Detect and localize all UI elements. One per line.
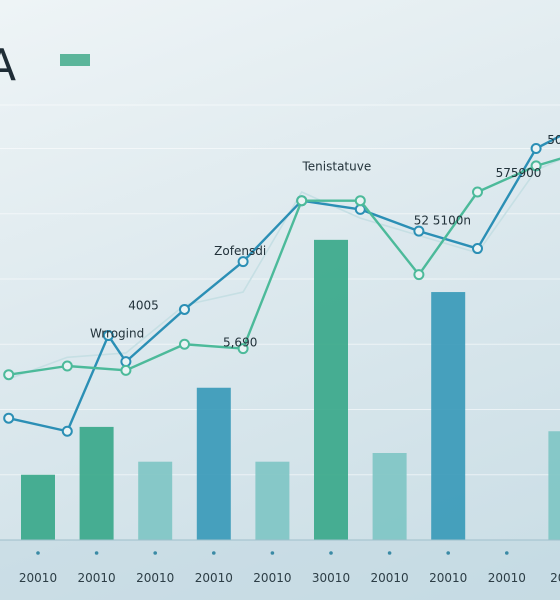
annotations-group: Wrrogind 4005 Zofensdi 5,690 Tenistatuve 52 5… bbox=[90, 133, 560, 349]
annotation-label: 5009 bbox=[547, 133, 560, 147]
annotation-label: 4005 bbox=[128, 298, 159, 312]
bar bbox=[255, 461, 290, 540]
x-tick-label: 20010 bbox=[136, 571, 174, 585]
x-tick-label: 20010 bbox=[19, 571, 57, 585]
x-tick-label: 20010 bbox=[195, 571, 233, 585]
axis-tick-dot bbox=[94, 551, 99, 555]
axis-tick-dot bbox=[36, 551, 40, 555]
series-point bbox=[354, 195, 366, 207]
annotation-label: Zofensdi bbox=[214, 244, 266, 258]
axis-tick-dot bbox=[446, 551, 451, 555]
axis-tick-dot bbox=[387, 551, 392, 555]
bar bbox=[21, 474, 55, 540]
annotation-label: 52 5100n bbox=[414, 214, 471, 228]
x-tick-label: 20010 bbox=[429, 571, 467, 585]
series-point bbox=[413, 269, 425, 281]
bar bbox=[138, 461, 173, 540]
series-point bbox=[120, 356, 132, 368]
series-point bbox=[237, 343, 249, 355]
series-line bbox=[8, 158, 560, 380]
axis-band bbox=[0, 540, 560, 600]
series-line bbox=[8, 134, 560, 433]
series-point bbox=[472, 243, 483, 255]
bar bbox=[548, 431, 560, 540]
bar bbox=[372, 453, 407, 540]
series-point bbox=[472, 186, 483, 198]
bar bbox=[314, 239, 348, 540]
series-point bbox=[3, 369, 15, 381]
series-point bbox=[530, 160, 542, 172]
legend-swatch bbox=[60, 54, 90, 66]
axis-tick-dot bbox=[329, 551, 333, 555]
bar bbox=[79, 426, 114, 540]
series-line bbox=[8, 157, 560, 376]
x-tick-label: 20010 bbox=[488, 571, 526, 585]
series-point bbox=[3, 412, 15, 424]
x-tick-label: 20010 bbox=[253, 571, 291, 585]
series-point bbox=[237, 256, 249, 268]
annotation-label: Wrrogind bbox=[90, 327, 144, 341]
x-axis: 20010 20010 20010 20010 20010 30010 20010 20010… bbox=[0, 539, 560, 600]
series-point bbox=[102, 330, 114, 342]
lines-group bbox=[3, 134, 560, 437]
header-glyph: A bbox=[0, 40, 16, 91]
axis-tick-dot bbox=[505, 551, 509, 555]
annotation-label: 575900 bbox=[496, 166, 542, 180]
x-tick-label: 30010 bbox=[312, 571, 350, 585]
series-point bbox=[530, 143, 542, 154]
axis-tick-dot bbox=[212, 551, 216, 555]
gridlines bbox=[0, 104, 560, 476]
bar bbox=[196, 387, 231, 540]
series-point bbox=[61, 425, 73, 437]
series-point bbox=[179, 303, 190, 315]
x-tick-label: 20010 bbox=[371, 571, 409, 585]
x-tick-label: 2001 bbox=[550, 571, 560, 585]
annotation-label: Tenistatuve bbox=[302, 159, 372, 173]
series-point bbox=[61, 360, 73, 372]
series-point bbox=[120, 364, 132, 376]
bars-group bbox=[21, 239, 560, 540]
series-point bbox=[296, 195, 308, 207]
axis-tick-dot bbox=[153, 551, 157, 555]
series-point bbox=[179, 338, 190, 350]
x-tick-label: 20010 bbox=[78, 571, 116, 585]
annotation-label: 5,690 bbox=[223, 335, 257, 349]
series-point bbox=[413, 225, 425, 237]
bar bbox=[431, 292, 466, 540]
axis-tick-dot bbox=[270, 551, 275, 555]
